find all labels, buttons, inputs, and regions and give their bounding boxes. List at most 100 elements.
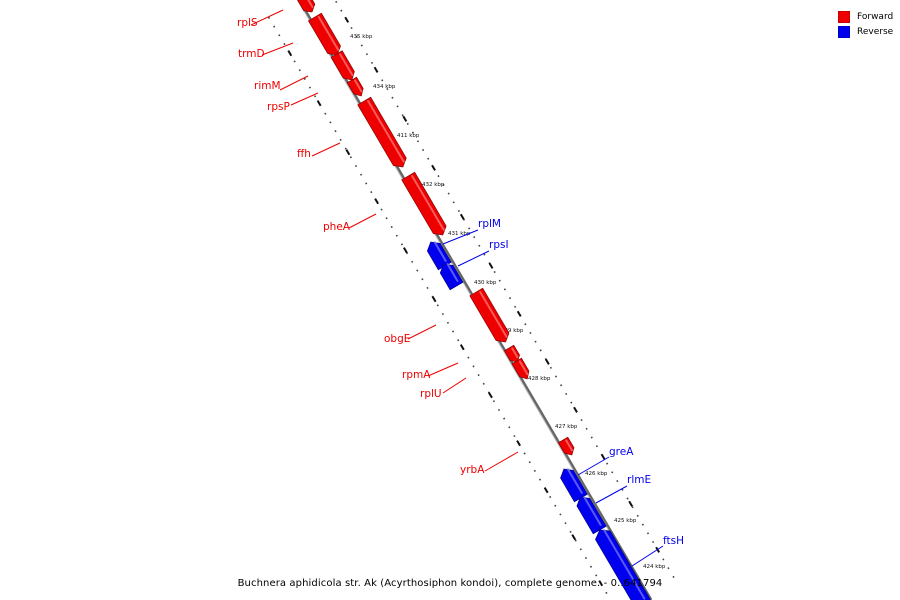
tick-label: 428 kbp — [528, 376, 551, 382]
gene-label-rplM: rplM — [478, 218, 501, 230]
gene-label-rpsP: rpsP — [267, 101, 290, 113]
gene-highlight — [518, 360, 529, 376]
gene-trmD — [307, 12, 341, 56]
genome-caption: Buchnera aphidicola str. Ak (Acyrthosiph… — [237, 578, 663, 589]
tick-mark — [598, 580, 604, 587]
gene-label-rplS: rplS — [237, 17, 258, 29]
tick-mark — [600, 453, 606, 460]
legend-forward: Forward — [838, 9, 893, 24]
gene-ftsH — [595, 529, 651, 600]
tick-label: 429 kbp — [501, 328, 524, 334]
gene-rplU — [511, 357, 530, 380]
gene-leader-line — [457, 250, 490, 267]
gene-highlight — [479, 290, 508, 338]
gene-rimM — [330, 50, 355, 81]
tick-mark — [316, 100, 322, 107]
tick-mark — [573, 406, 578, 413]
gene-yrbA — [557, 436, 575, 456]
gene-highlight — [307, 0, 314, 9]
tick-label: 430 kbp — [474, 280, 497, 286]
gene-leader-line — [261, 42, 294, 56]
gene-leader-line — [442, 377, 467, 394]
gene-label-rlmE: rlmE — [627, 474, 651, 486]
gene-rpsI — [439, 263, 464, 291]
gene-label-greA: greA — [609, 446, 634, 458]
legend-forward-label: Forward — [857, 11, 894, 22]
legend-reverse: Reverse — [838, 24, 893, 39]
tick-label: 432 kbp — [422, 182, 445, 188]
gene-highlight — [411, 174, 445, 231]
gene-highlight — [565, 439, 573, 452]
legend-reverse-label: Reverse — [857, 26, 894, 37]
gene-label-rpmA: rpmA — [402, 369, 431, 381]
gene-highlight — [317, 15, 340, 51]
tick-mark — [488, 392, 493, 399]
gene-leader-line — [279, 75, 309, 91]
tick-mark — [488, 262, 494, 269]
tick-mark — [374, 198, 380, 205]
gene-leader-line — [407, 324, 437, 340]
gene-label-trmD: trmD — [238, 48, 265, 60]
tick-mark — [287, 50, 293, 57]
gene-label-obgE: obgE — [384, 333, 410, 345]
tick-mark — [459, 213, 465, 220]
gene-highlight — [339, 53, 354, 77]
tick-label: 431 kbp — [448, 231, 471, 237]
tick-marks: 435 kbp 434 kbp 411 kbp 432 kbp 431 kbp 430 k… — [287, 16, 666, 587]
gene-leader-line — [348, 213, 377, 229]
gene-highlight — [602, 528, 646, 600]
gene-label-yrbA: yrbA — [460, 464, 485, 476]
reverse-swatch — [838, 25, 850, 38]
gene-highlight — [367, 99, 405, 163]
tick-mark — [402, 115, 408, 122]
gene-leader-line — [250, 9, 284, 26]
tick-label: 424 kbp — [643, 564, 666, 570]
gene-label-rpsI: rpsI — [489, 239, 509, 251]
tick-mark — [431, 296, 437, 303]
gene-highlight — [583, 496, 602, 526]
gene-leader-line — [484, 451, 519, 472]
tick-label: 425 kbp — [614, 518, 637, 524]
tick-mark — [516, 440, 521, 447]
gene-features — [297, 0, 651, 600]
gene-highlight — [354, 79, 363, 93]
tick-mark — [431, 164, 436, 171]
tick-mark — [516, 310, 522, 317]
gene-highlight — [566, 468, 583, 494]
gene-highlight — [446, 263, 459, 282]
gene-highlight — [433, 241, 447, 262]
tick-mark — [544, 358, 550, 365]
gene-leader-line — [311, 142, 341, 157]
tick-mark — [402, 247, 408, 254]
gene-leader-line — [290, 92, 319, 106]
tick-mark — [543, 487, 549, 494]
gene-leader-line — [577, 456, 610, 476]
tick-label: 435 kbp — [350, 34, 373, 40]
gene-leader-line — [631, 545, 664, 567]
tick-mark — [373, 66, 379, 73]
tick-mark — [571, 534, 577, 541]
gene-rpsP — [346, 76, 364, 97]
tick-mark — [344, 16, 350, 23]
gene-label-rplU: rplU — [420, 388, 442, 400]
gene-labels: rplS trmD rimM rpsP ffh pheA rplM rpsI obgE rpmA r… — [237, 9, 684, 567]
tick-label: 426 kbp — [585, 471, 608, 477]
tick-label: 427 kbp — [555, 424, 578, 430]
gene-rpmA — [503, 344, 520, 363]
tick-mark — [628, 500, 634, 507]
gene-label-rimM: rimM — [254, 80, 281, 92]
gene-obgE — [469, 287, 510, 343]
tick-label: 411 kbp — [397, 133, 420, 139]
gene-label-pheA: pheA — [323, 221, 351, 233]
gene-label-ffh: ffh — [297, 148, 311, 160]
gene-leader-line — [442, 229, 479, 245]
tick-label: 434 kbp — [373, 84, 396, 90]
tick-mark — [459, 344, 465, 351]
scale-line-right — [267, 16, 612, 600]
gene-ffh — [357, 96, 407, 168]
gene-highlight — [511, 347, 519, 359]
gene-label-ftsH: ftsH — [663, 535, 684, 547]
gene-pheA — [401, 171, 447, 236]
tick-mark — [345, 149, 351, 156]
